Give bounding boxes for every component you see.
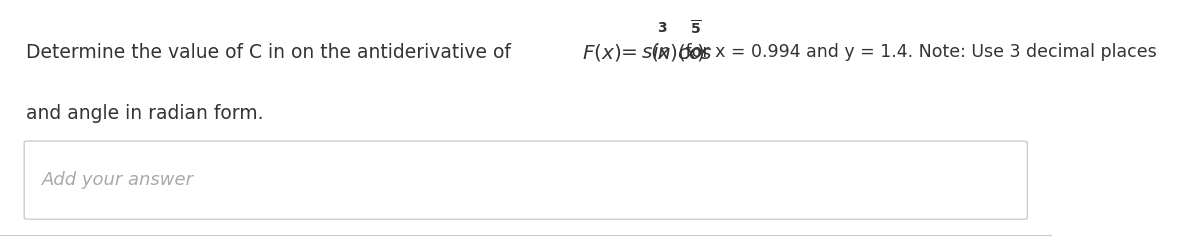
Text: $\mathit{(x)cos}$: $\mathit{(x)cos}$ (650, 42, 713, 63)
Text: Add your answer: Add your answer (42, 171, 194, 189)
Text: $\mathit{(x)}$: $\mathit{(x)}$ (677, 42, 704, 63)
Text: $\mathbf{\overline{5}}$: $\mathbf{\overline{5}}$ (690, 19, 702, 38)
Text: $\mathit{= sin}$: $\mathit{= sin}$ (617, 43, 671, 62)
Text: for x = 0.994 and y = 1.4. Note: Use 3 decimal places: for x = 0.994 and y = 1.4. Note: Use 3 d… (680, 43, 1157, 61)
Text: and angle in radian form.: and angle in radian form. (26, 104, 264, 123)
Text: $\mathit{F(x)}$: $\mathit{F(x)}$ (582, 42, 622, 63)
Text: $\mathbf{3}$: $\mathbf{3}$ (658, 21, 667, 36)
Text: Determine the value of C in on the antiderivative of: Determine the value of C in on the antid… (26, 43, 517, 62)
FancyBboxPatch shape (24, 141, 1027, 219)
